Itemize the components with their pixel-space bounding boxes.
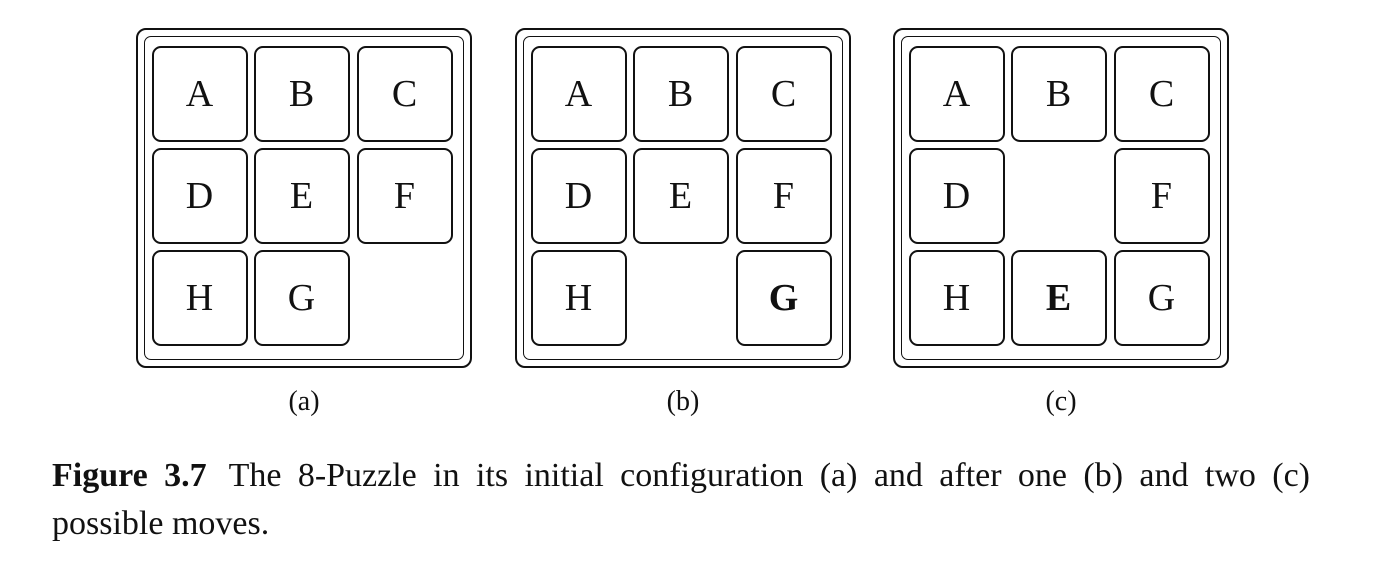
puzzle-a-tile-g: G: [253, 249, 350, 346]
puzzle-a-tile-e: E: [253, 147, 350, 244]
puzzle-c-inner-frame: [901, 36, 1221, 360]
puzzle-c-tile-f: F: [1113, 147, 1210, 244]
puzzle-b-tile-f: F: [735, 147, 832, 244]
puzzle-b-tile-h: H: [530, 249, 627, 346]
puzzle-c-tile-h: H: [908, 249, 1005, 346]
puzzle-c-tile-a: A: [908, 45, 1005, 142]
puzzle-b-tile-a: A: [530, 45, 627, 142]
puzzle-c-tile-g: G: [1113, 249, 1210, 346]
figure-caption-text: The 8-Puzzle in its initial configuratio…: [52, 457, 1310, 542]
figure-caption: Figure 3.7 The 8-Puzzle in its initial co…: [52, 452, 1310, 548]
puzzle-c-tile-c: C: [1113, 45, 1210, 142]
puzzle-a-inner-frame: [144, 36, 464, 360]
puzzle-a-tile-a: A: [151, 45, 248, 142]
puzzle-c-tile-d: D: [908, 147, 1005, 244]
puzzle-a-label: (a): [288, 386, 320, 417]
puzzle-b-tile-b: B: [632, 45, 729, 142]
puzzle-c-label: (c): [1045, 386, 1077, 417]
puzzle-a-tile-c: C: [356, 45, 453, 142]
puzzle-a-tile-d: D: [151, 147, 248, 244]
puzzle-c-tile-b: B: [1010, 45, 1107, 142]
puzzle-b-inner-frame: [523, 36, 843, 360]
puzzle-b-tile-c: C: [735, 45, 832, 142]
puzzle-b-tile-g: G: [735, 249, 832, 346]
puzzle-c-tile-e: E: [1010, 249, 1107, 346]
puzzle-b-tile-e: E: [632, 147, 729, 244]
puzzle-a-tile-h: H: [151, 249, 248, 346]
figure-caption-label: Figure 3.7: [52, 457, 207, 494]
puzzle-a-tile-b: B: [253, 45, 350, 142]
puzzle-b-tile-d: D: [530, 147, 627, 244]
puzzle-b-label: (b): [666, 386, 700, 417]
puzzle-a-tile-f: F: [356, 147, 453, 244]
